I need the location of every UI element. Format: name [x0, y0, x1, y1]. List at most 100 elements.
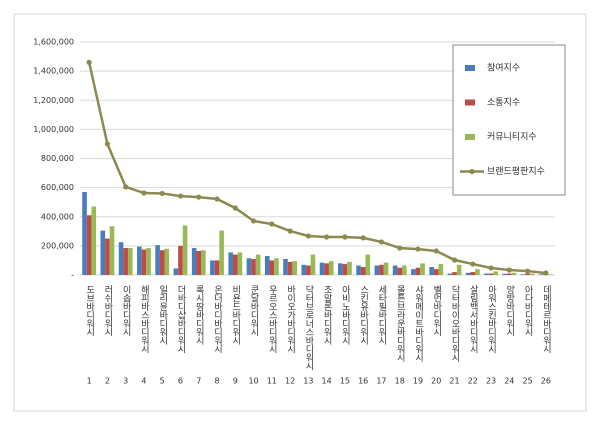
bar: [383, 262, 389, 275]
line-marker: [269, 221, 275, 227]
bar: [493, 271, 498, 275]
line-marker: [524, 268, 531, 274]
line-marker: [433, 248, 439, 254]
bar: [118, 242, 124, 275]
rank-label: 21: [449, 377, 459, 386]
y-tick-label: 600,000: [41, 183, 74, 192]
line-marker: [141, 190, 147, 196]
x-tick-label: 몰튼브라운바디워시: [395, 285, 405, 362]
rank-label: 2: [105, 377, 110, 386]
legend-swatch: [465, 65, 475, 71]
rank-label: 11: [267, 377, 277, 386]
bar: [173, 268, 179, 275]
bar: [219, 230, 224, 275]
bar: [392, 265, 398, 275]
x-tick-label: 닥터브로너스바디워시: [303, 285, 313, 371]
bar: [178, 245, 183, 275]
y-tick-label: 1,400,000: [33, 67, 74, 76]
bar: [374, 265, 380, 275]
x-tick-label: 우르오스바디워시: [267, 285, 277, 354]
rank-label: 16: [358, 377, 368, 386]
rank-label: 15: [340, 377, 350, 386]
rank-label: 8: [214, 377, 219, 386]
x-tick-label: 비욘드바디워시: [230, 285, 240, 345]
bar: [365, 254, 371, 275]
x-tick-label: 이솝바디워시: [121, 285, 131, 337]
bar: [191, 248, 197, 275]
rank-label: 22: [468, 377, 478, 386]
bar: [415, 267, 421, 275]
bar: [105, 238, 110, 275]
y-tick-label: -: [71, 271, 74, 280]
line-marker: [214, 196, 220, 202]
rank-label: 17: [376, 377, 386, 386]
bar: [525, 273, 530, 275]
bar: [538, 274, 544, 275]
rank-label: 4: [141, 377, 146, 386]
rank-label: 1: [87, 377, 92, 386]
bar: [411, 269, 416, 275]
x-tick-label: 세타필바디워시: [376, 285, 386, 345]
x-tick-label: 앙방바디워시: [504, 284, 514, 337]
x-tick-label: 스킨유바디워시: [358, 285, 368, 345]
bar: [356, 265, 361, 275]
bar: [100, 230, 106, 275]
x-tick-label: 조말론바디워시: [322, 285, 332, 345]
bar: [338, 263, 343, 275]
rank-label: 12: [285, 377, 295, 386]
x-tick-label: 러쉬바디워시: [102, 285, 112, 337]
line-marker: [250, 218, 257, 224]
bar: [109, 226, 115, 275]
legend-marker: [469, 168, 475, 175]
line-marker: [86, 59, 92, 65]
x-tick-label: 더바디샵바디워시: [175, 285, 185, 354]
legend-swatch: [465, 134, 475, 140]
bar: [146, 248, 151, 275]
bar: [470, 272, 476, 275]
line-marker: [232, 205, 238, 211]
line-marker: [488, 265, 494, 271]
bar: [214, 260, 220, 275]
line-marker: [360, 235, 366, 241]
rank-label: 20: [431, 377, 441, 386]
line-marker: [324, 234, 330, 240]
bar: [420, 263, 425, 275]
bar: [82, 191, 87, 275]
bar: [274, 258, 279, 275]
rank-label: 26: [541, 377, 551, 386]
bar: [292, 261, 297, 275]
bar: [475, 269, 480, 275]
bar: [328, 261, 334, 275]
x-tick-label: 아비노바디워시: [340, 285, 350, 345]
bar: [141, 249, 147, 275]
bar: [360, 266, 366, 275]
line-marker: [342, 234, 348, 240]
line-marker: [196, 194, 202, 200]
line: [87, 62, 546, 275]
line-marker: [378, 239, 385, 245]
bar: [228, 252, 233, 275]
line-marker: [159, 190, 165, 197]
line-marker: [415, 246, 421, 252]
bar: [164, 248, 170, 275]
bar: [182, 225, 188, 275]
bar: [402, 265, 407, 275]
x-tick-label: 샤워메이트바디워시: [413, 285, 423, 362]
y-tick-label: 1,200,000: [33, 96, 74, 105]
bar: [155, 245, 160, 275]
bar: [429, 266, 434, 275]
bar: [488, 273, 494, 275]
rank-label: 5: [160, 377, 165, 386]
bar: [232, 254, 238, 275]
bar: [438, 264, 444, 275]
rank-label: 7: [196, 377, 201, 386]
bar: [264, 256, 270, 275]
line-marker: [470, 261, 476, 267]
bar: [287, 261, 293, 275]
bar: [255, 254, 261, 275]
bar: [123, 248, 128, 275]
line-marker: [506, 267, 512, 273]
rank-label: 9: [233, 377, 238, 386]
bar: [246, 258, 252, 275]
